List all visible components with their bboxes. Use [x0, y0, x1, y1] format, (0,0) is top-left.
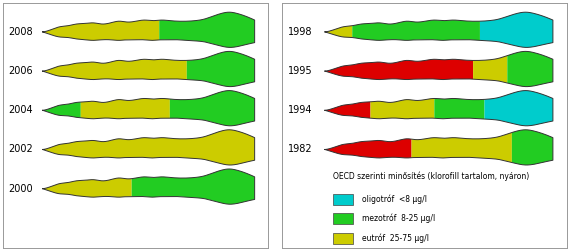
Polygon shape [159, 12, 255, 48]
Polygon shape [325, 139, 412, 158]
Text: eutróf  25-75 μg/l: eutróf 25-75 μg/l [362, 234, 429, 243]
FancyBboxPatch shape [333, 213, 353, 224]
Polygon shape [473, 56, 507, 83]
Text: 1982: 1982 [288, 144, 312, 154]
Text: 2002: 2002 [8, 144, 33, 154]
Polygon shape [208, 130, 255, 165]
Text: 1995: 1995 [288, 66, 312, 76]
Polygon shape [507, 52, 553, 86]
Text: 1998: 1998 [288, 27, 312, 37]
Text: mezotróf  8-25 μg/l: mezotróf 8-25 μg/l [362, 214, 435, 224]
Polygon shape [132, 169, 255, 204]
Polygon shape [43, 20, 159, 40]
Polygon shape [370, 98, 434, 119]
Polygon shape [170, 90, 255, 126]
FancyBboxPatch shape [333, 194, 353, 204]
Text: 2008: 2008 [8, 27, 33, 37]
Polygon shape [187, 52, 255, 86]
Polygon shape [325, 102, 370, 118]
Polygon shape [412, 132, 512, 162]
Text: 2000: 2000 [8, 184, 33, 194]
Text: 1994: 1994 [288, 105, 312, 115]
Polygon shape [325, 59, 473, 80]
Polygon shape [43, 178, 132, 197]
Polygon shape [512, 130, 553, 165]
Text: 2006: 2006 [8, 66, 33, 76]
Text: oligotróf  <8 μg/l: oligotróf <8 μg/l [362, 194, 427, 204]
FancyBboxPatch shape [333, 233, 353, 244]
Polygon shape [43, 59, 187, 80]
Polygon shape [81, 98, 170, 119]
Polygon shape [484, 90, 553, 126]
Polygon shape [352, 20, 480, 40]
Polygon shape [43, 102, 81, 118]
Polygon shape [434, 98, 484, 119]
Polygon shape [480, 12, 553, 48]
Polygon shape [325, 26, 352, 38]
Polygon shape [43, 136, 208, 160]
Text: 2004: 2004 [8, 105, 33, 115]
Text: OECD szerinti minősítés (klorofill tartalom, nyáron): OECD szerinti minősítés (klorofill tarta… [333, 172, 530, 181]
